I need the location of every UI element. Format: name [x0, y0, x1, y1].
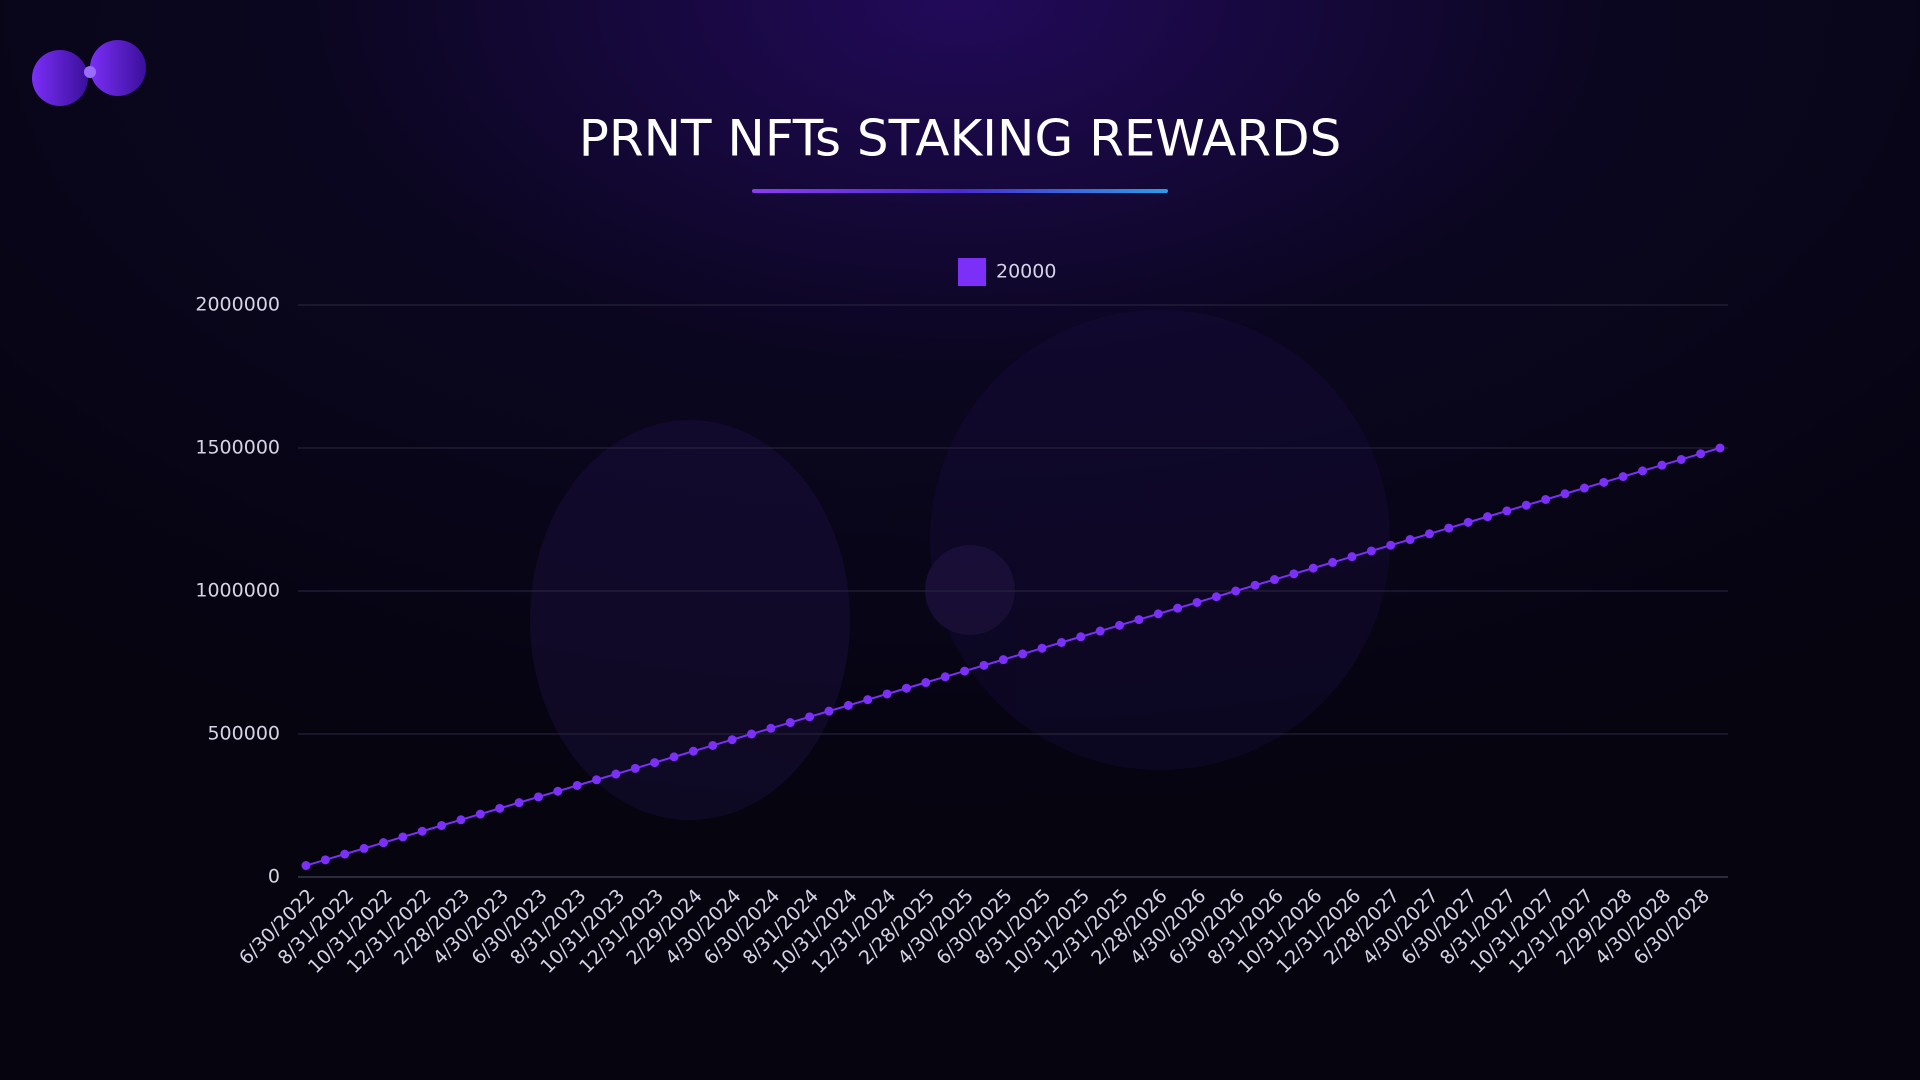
y-tick-label: 500000 [207, 723, 280, 745]
data-point [1173, 603, 1183, 613]
y-tick-label: 2000000 [195, 294, 280, 316]
data-point [901, 683, 911, 693]
logo [32, 40, 146, 106]
data-point [1153, 609, 1163, 619]
data-point [1308, 563, 1318, 573]
data-point [1444, 523, 1454, 533]
data-point [378, 838, 388, 848]
data-point [1250, 580, 1260, 590]
data-point [1366, 546, 1376, 556]
data-point [1618, 472, 1628, 482]
data-point [1269, 575, 1279, 585]
legend-label: 20000 [996, 261, 1056, 283]
data-point [592, 775, 602, 785]
data-point [1018, 649, 1028, 659]
data-point [1095, 626, 1105, 636]
data-point [1037, 643, 1047, 653]
data-point [456, 815, 466, 825]
data-point [1115, 620, 1125, 630]
data-point [1386, 540, 1396, 550]
title-underline [752, 189, 1168, 193]
legend-swatch [958, 258, 986, 286]
data-point [863, 695, 873, 705]
data-point [572, 780, 582, 790]
data-point [843, 700, 853, 710]
data-point [1599, 477, 1609, 487]
data-point [553, 786, 563, 796]
data-point [960, 666, 970, 676]
data-point [1483, 512, 1493, 522]
data-point [940, 672, 950, 682]
data-point [1560, 489, 1570, 499]
data-point [708, 740, 718, 750]
data-point [1463, 517, 1473, 527]
data-point [727, 735, 737, 745]
data-point [533, 792, 543, 802]
data-point [1347, 552, 1357, 562]
data-point [1192, 597, 1202, 607]
data-point [1676, 454, 1686, 464]
data-point [630, 763, 640, 773]
data-point [1579, 483, 1589, 493]
data-point [1405, 535, 1415, 545]
data-point [805, 712, 815, 722]
chart-title: PRNT NFTs STAKING REWARDS [579, 110, 1342, 168]
data-point [979, 660, 989, 670]
data-point [1076, 632, 1086, 642]
data-point [882, 689, 892, 699]
data-point [475, 809, 485, 819]
data-point [320, 855, 330, 865]
data-point [785, 718, 795, 728]
data-point [514, 798, 524, 808]
data-point [1328, 557, 1338, 567]
data-point [301, 861, 311, 871]
data-point [766, 723, 776, 733]
data-point [747, 729, 757, 739]
y-tick-label: 1500000 [195, 437, 280, 459]
data-point [495, 803, 505, 813]
data-point [1696, 449, 1706, 459]
data-point [1502, 506, 1512, 516]
data-point [669, 752, 679, 762]
data-point [1657, 460, 1667, 470]
data-point [1056, 637, 1066, 647]
data-point [1424, 529, 1434, 539]
data-point [437, 821, 447, 831]
data-point [359, 843, 369, 853]
y-tick-label: 1000000 [195, 580, 280, 602]
data-point [398, 832, 408, 842]
data-point [1134, 615, 1144, 625]
data-point [650, 758, 660, 768]
background-logo [530, 310, 1390, 820]
data-point [1521, 500, 1531, 510]
data-point [921, 678, 931, 688]
data-point [340, 849, 350, 859]
y-tick-label: 0 [268, 866, 280, 888]
data-point [1231, 586, 1241, 596]
data-point [824, 706, 834, 716]
data-point [1638, 466, 1648, 476]
data-point [1715, 443, 1725, 453]
data-point [1211, 592, 1221, 602]
data-point [998, 655, 1008, 665]
data-point [1541, 494, 1551, 504]
data-point [1289, 569, 1299, 579]
data-point [417, 826, 427, 836]
data-point [611, 769, 621, 779]
data-point [688, 746, 698, 756]
